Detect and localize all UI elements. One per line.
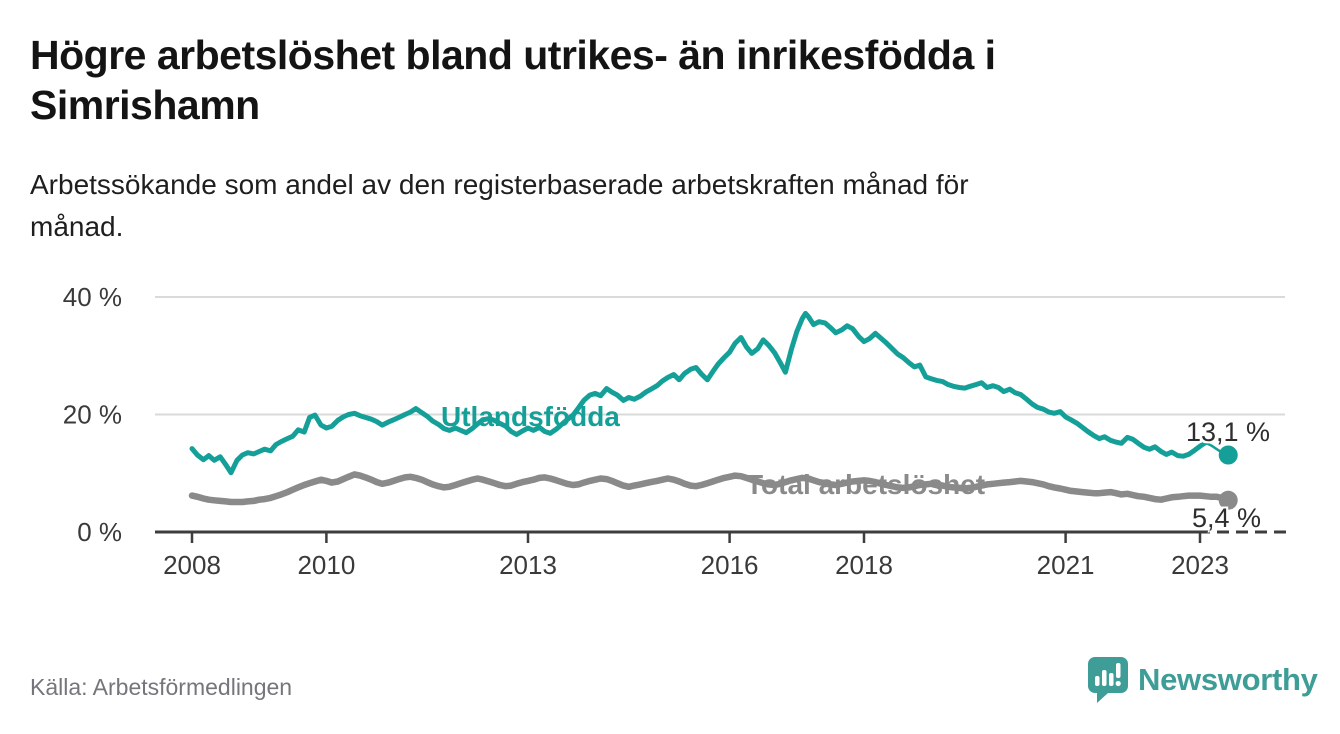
x-tick-label-2008: 2008 <box>163 550 221 580</box>
x-tick-label-2016: 2016 <box>701 550 759 580</box>
newsworthy-bubble-icon <box>1088 657 1128 703</box>
series-label-utlandsfodda: Utlandsfödda <box>441 401 620 432</box>
y-tick-label-40: 40 % <box>63 282 122 312</box>
chart-subtitle-line1: Arbetssökande som andel av den registerb… <box>30 169 969 200</box>
line-gray <box>188 471 1232 506</box>
bar-3 <box>1109 673 1114 686</box>
exclamation-dot <box>1115 680 1121 687</box>
bar-2 <box>1102 670 1107 686</box>
x-tick-label-2018: 2018 <box>835 550 893 580</box>
chart-title-line1: Högre arbetslöshet bland utrikes- än inr… <box>30 32 996 78</box>
chart-title-line2: Simrishamn <box>30 82 260 128</box>
y-tick-label-0: 0 % <box>77 517 122 547</box>
end-dot-teal <box>1218 445 1238 465</box>
chart-subtitle-line2: månad. <box>30 211 124 242</box>
series-label-total: Total arbetslöshet <box>746 469 986 500</box>
exclamation-bar <box>1116 663 1121 678</box>
y-tick-label-20: 20 % <box>63 400 122 430</box>
end-value-total: 5,4 % <box>1192 503 1262 533</box>
source-note: Källa: Arbetsförmedlingen <box>30 674 293 700</box>
x-tick-label-2013: 2013 <box>499 550 557 580</box>
newsworthy-logo: Newsworthy <box>1086 656 1318 704</box>
end-value-utlandsfodda: 13,1 % <box>1186 417 1271 447</box>
end-dot-gray <box>1218 490 1238 510</box>
chart-subtitle: Arbetssökande som andel av den registerb… <box>30 164 1270 248</box>
brand-name: Newsworthy <box>1138 662 1318 697</box>
x-tick-label-2021: 2021 <box>1037 550 1095 580</box>
chart-title: Högre arbetslöshet bland utrikes- än inr… <box>30 30 1290 130</box>
x-tick-label-2023: 2023 <box>1171 550 1229 580</box>
line-teal <box>189 310 1208 476</box>
x-tick-label-2010: 2010 <box>297 550 355 580</box>
bubble-shape <box>1088 657 1128 703</box>
bar-1 <box>1095 676 1100 686</box>
